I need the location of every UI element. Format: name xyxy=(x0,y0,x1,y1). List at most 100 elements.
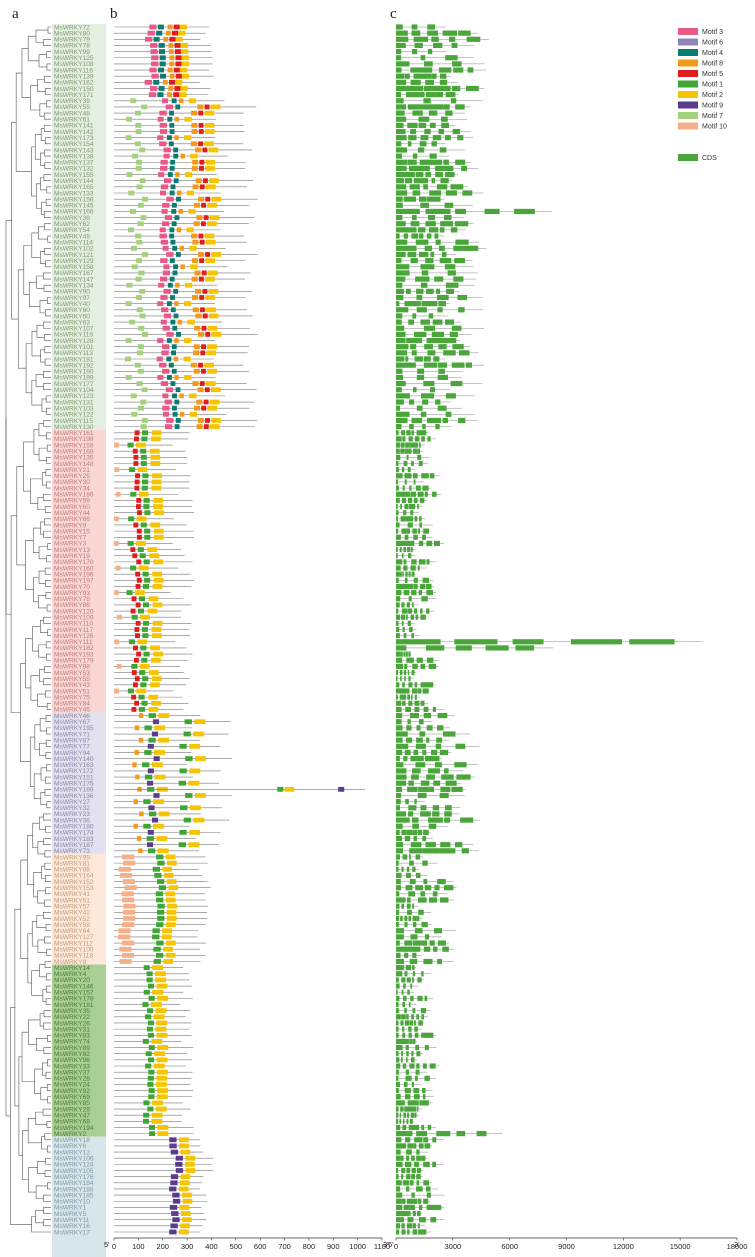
gene-label: MsWRKY51 xyxy=(54,688,90,695)
cds-block xyxy=(411,694,413,700)
gene-label: MsWRKY49 xyxy=(54,233,90,240)
cds-block xyxy=(454,762,467,768)
cds-block xyxy=(403,565,408,571)
tree-branch xyxy=(44,850,51,858)
motif-block xyxy=(151,657,161,663)
cds-block xyxy=(420,608,423,614)
cds-block xyxy=(402,1118,405,1124)
motif-block xyxy=(205,258,216,264)
gene-label: MsWRKY73 xyxy=(54,848,90,855)
gene-label: MsWRKY38 xyxy=(54,215,90,222)
cds-block xyxy=(396,823,403,829)
cds-block xyxy=(410,934,418,940)
cds-block xyxy=(454,842,463,848)
cds-block xyxy=(402,1026,405,1032)
motif-block xyxy=(163,946,173,952)
cds-block xyxy=(441,122,450,128)
cds-block xyxy=(396,405,401,411)
motif-block xyxy=(158,811,170,817)
gene-label: MsWRKY141 xyxy=(54,123,94,130)
cds-block xyxy=(412,768,421,774)
cds-block xyxy=(396,756,400,762)
motif-block xyxy=(196,424,203,430)
motif-block xyxy=(180,49,189,54)
motif-block xyxy=(142,1002,149,1007)
cds-block xyxy=(407,1217,414,1223)
cds-block xyxy=(396,977,399,983)
tree-branch xyxy=(27,933,33,984)
motif-block xyxy=(203,399,209,405)
cds-block xyxy=(396,282,403,288)
tree-branch xyxy=(39,964,47,978)
tree-branch xyxy=(43,1022,51,1030)
motif-block xyxy=(181,55,189,61)
cds-block xyxy=(401,977,406,983)
cds-block xyxy=(396,799,401,805)
tree-branch xyxy=(40,128,46,142)
motif-block xyxy=(168,43,174,48)
gene-label: MsWRKY46 xyxy=(54,713,90,720)
cds-block xyxy=(405,1038,409,1045)
cds-block xyxy=(435,399,441,405)
cds-block xyxy=(407,159,417,165)
cds-block xyxy=(445,92,456,98)
cds-block xyxy=(444,805,452,811)
cds-block xyxy=(404,178,413,184)
cds-block xyxy=(418,1217,426,1223)
tree-branch xyxy=(36,1038,48,1051)
motif-block xyxy=(202,178,208,184)
motif-block xyxy=(167,282,173,288)
tree-branch xyxy=(45,653,51,661)
motif-block xyxy=(176,331,181,337)
cds-block xyxy=(405,571,408,577)
gene-label: MsWRKY166 xyxy=(54,209,94,216)
cds-block xyxy=(396,743,409,749)
gene-label: MsWRKY165 xyxy=(54,184,94,191)
cds-block xyxy=(432,135,442,141)
motif-block xyxy=(151,627,162,632)
tree-branch xyxy=(43,370,51,378)
motif-block xyxy=(173,92,180,98)
cds-block xyxy=(404,940,413,946)
cds-block xyxy=(405,1044,409,1051)
cds-block xyxy=(407,1100,415,1106)
cds-block xyxy=(424,1075,430,1081)
tree-branch xyxy=(47,1059,51,1067)
motif-block xyxy=(143,559,150,565)
motif-block xyxy=(171,344,177,350)
motif-block xyxy=(199,381,205,386)
cds-block xyxy=(445,282,459,288)
cds-block xyxy=(396,1229,400,1235)
motif-block xyxy=(162,405,170,411)
cds-block xyxy=(409,1118,413,1124)
motif-block xyxy=(179,1143,189,1149)
cds-block xyxy=(409,854,411,860)
motif-block xyxy=(117,934,131,940)
motif-block xyxy=(206,350,217,356)
motif-block xyxy=(156,909,165,915)
gene-label: MsWRKY48 xyxy=(54,110,90,117)
motif-block xyxy=(211,196,222,202)
motif-block xyxy=(338,786,345,792)
cds-block xyxy=(396,571,400,577)
motif-block xyxy=(148,92,157,98)
tree-branch xyxy=(37,841,45,855)
cds-block xyxy=(407,122,418,128)
cds-block xyxy=(396,1143,403,1149)
motif-block xyxy=(139,178,146,184)
cds-block xyxy=(409,442,415,448)
gene-label: MsWRKY4 xyxy=(54,971,87,978)
cds-block xyxy=(396,1210,401,1217)
motif-block xyxy=(172,1192,180,1198)
motif-block xyxy=(158,43,165,48)
cds-block xyxy=(405,651,408,657)
motif-block xyxy=(151,1118,163,1124)
gene-label: MsWRKY8 xyxy=(54,959,87,966)
gene-label: MsWRKY144 xyxy=(54,178,94,185)
motif-block xyxy=(177,319,183,325)
cds-block xyxy=(406,454,409,460)
cds-block xyxy=(408,448,412,454)
cds-block xyxy=(415,885,424,891)
cds-block xyxy=(418,909,424,915)
cds-block xyxy=(407,251,417,258)
